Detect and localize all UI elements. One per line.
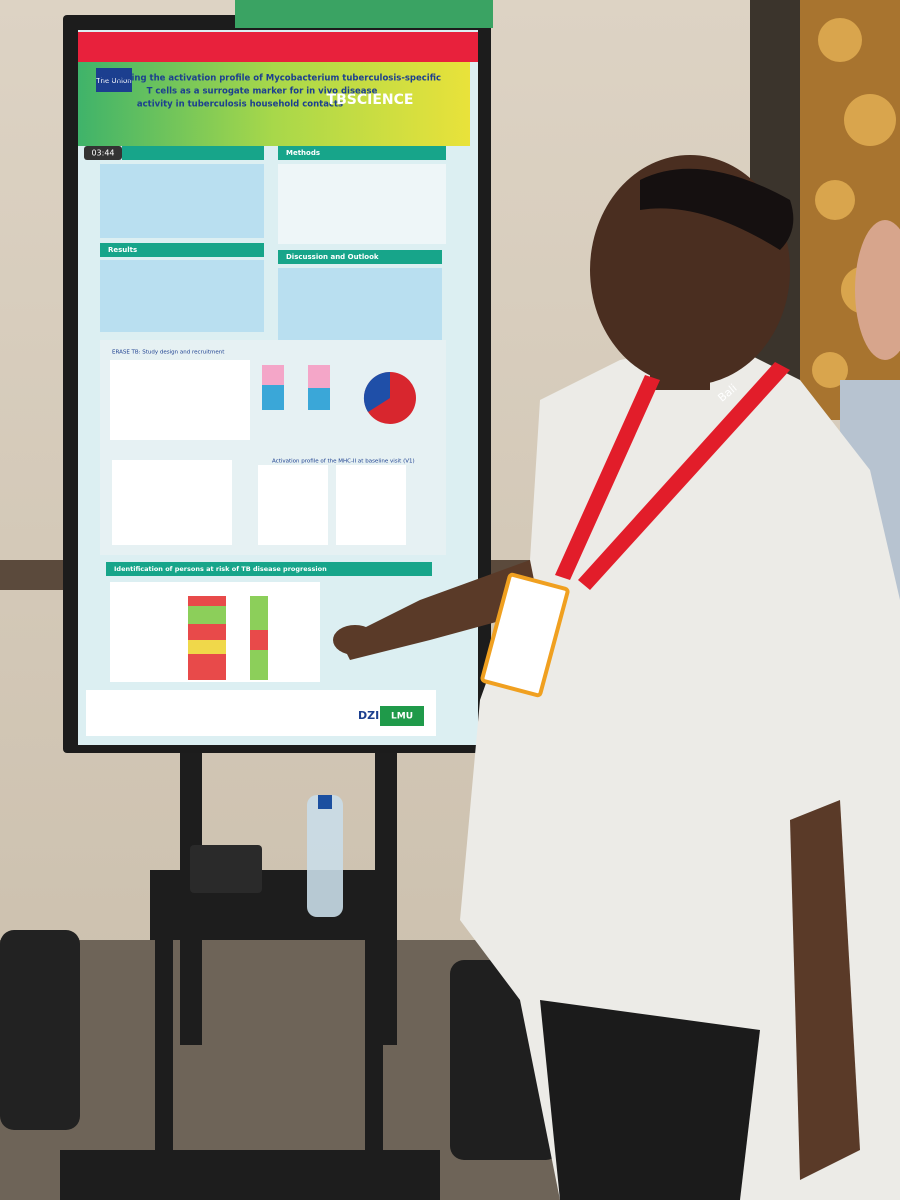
bystander-head [855, 220, 900, 360]
heatmap [188, 596, 268, 680]
poster-title-line: activity in tuberculosis household conta… [137, 100, 343, 110]
violin-figure [112, 460, 232, 545]
text-block [100, 164, 264, 238]
footer [86, 690, 436, 736]
panel-title: Activation profile of the MHC-II at base… [272, 459, 415, 465]
bottle-cap [318, 795, 332, 809]
section-bar [278, 146, 446, 160]
footer-logo: DZIF [358, 709, 387, 722]
poster-title-line: T cells as a surrogate marker for in viv… [147, 87, 378, 97]
section-heading: Results [108, 246, 137, 254]
section-bar [278, 250, 442, 264]
title-banner [78, 62, 470, 146]
violin-figure [258, 465, 328, 545]
bar-figure [308, 388, 330, 410]
water-bottle [307, 795, 343, 917]
bar-figure [262, 385, 284, 410]
bag [0, 930, 80, 1130]
logo: The Union [95, 77, 131, 85]
section-bar [106, 562, 432, 576]
figure-block [278, 164, 446, 244]
footer-logo-box [380, 706, 424, 726]
top-sign [235, 0, 493, 28]
pie-slice [363, 371, 390, 412]
timer-box [84, 146, 122, 160]
mini-pc [190, 845, 262, 893]
panel-title: ERASE TB: Study design and recruitment [112, 350, 225, 356]
text-block [100, 260, 264, 332]
violin-figure [336, 465, 406, 545]
toolbar [78, 32, 478, 62]
section-heading: Discussion and Outlook [286, 253, 379, 261]
logo-box [96, 68, 132, 92]
section-heading: Methods [286, 149, 320, 157]
footer-logo: LMU [391, 712, 413, 722]
section-bar [122, 146, 264, 160]
text-block [278, 268, 442, 344]
presenter [333, 155, 900, 1200]
section-heading: Identification of persons at risk of TB … [114, 565, 327, 573]
section-bar [100, 243, 264, 257]
timer: 03:44 [91, 149, 114, 158]
stand [60, 745, 440, 1200]
study-diagram [110, 360, 250, 440]
brand: TBSCIENCE [327, 92, 414, 108]
poster-title-line: Assessing the activation profile of Myco… [99, 74, 441, 84]
